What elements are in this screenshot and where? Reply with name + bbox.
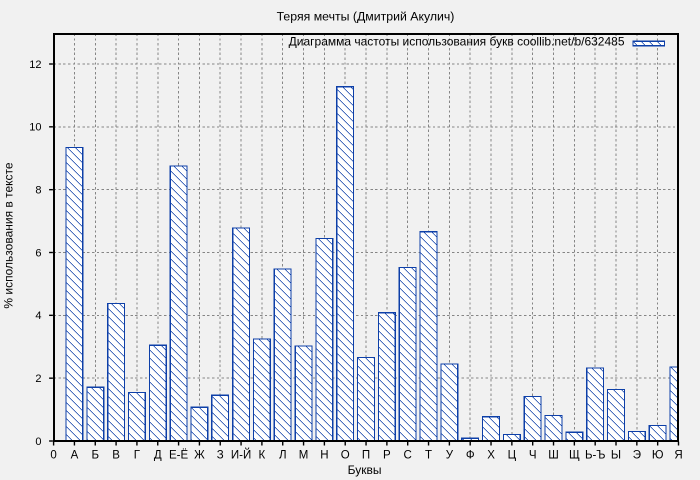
- svg-text:0: 0: [50, 449, 56, 461]
- svg-text:Ю: Ю: [652, 449, 664, 461]
- svg-text:У: У: [446, 449, 454, 461]
- svg-text:А: А: [71, 449, 79, 461]
- svg-text:Ж: Ж: [194, 449, 205, 461]
- svg-text:Ч: Ч: [529, 449, 537, 461]
- svg-text:И-Й: И-Й: [231, 448, 251, 461]
- svg-text:12: 12: [29, 59, 41, 71]
- svg-text:Ф: Ф: [466, 449, 475, 461]
- svg-text:Ш: Ш: [548, 449, 559, 461]
- svg-text:Л: Л: [279, 449, 287, 461]
- svg-text:Буквы: Буквы: [348, 463, 382, 477]
- svg-text:2: 2: [35, 373, 41, 385]
- svg-text:Щ: Щ: [569, 449, 580, 461]
- svg-text:С: С: [404, 449, 412, 461]
- svg-text:0: 0: [35, 436, 41, 448]
- svg-text:8: 8: [35, 185, 41, 197]
- svg-text:4: 4: [35, 310, 41, 322]
- svg-text:М: М: [299, 449, 309, 461]
- svg-text:К: К: [259, 449, 266, 461]
- svg-text:% использования в тексте: % использования в тексте: [2, 162, 16, 308]
- svg-text:Ц: Ц: [508, 449, 517, 461]
- svg-text:Е-Ё: Е-Ё: [169, 449, 189, 461]
- svg-text:Б: Б: [91, 449, 99, 461]
- svg-text:Э: Э: [633, 449, 641, 461]
- svg-text:Н: Н: [320, 449, 328, 461]
- svg-text:Д: Д: [154, 449, 162, 461]
- svg-text:Теряя мечты (Дмитрий Акулич): Теряя мечты (Дмитрий Акулич): [277, 10, 455, 24]
- svg-text:П: П: [362, 449, 370, 461]
- svg-text:10: 10: [29, 122, 41, 134]
- svg-text:Р: Р: [383, 449, 391, 461]
- svg-text:Я: Я: [674, 449, 682, 461]
- svg-text:О: О: [341, 449, 350, 461]
- svg-text:В: В: [112, 449, 120, 461]
- svg-text:Г: Г: [134, 449, 141, 461]
- svg-text:З: З: [217, 449, 224, 461]
- svg-text:Диаграмма частоты использовани: Диаграмма частоты использования букв coo…: [289, 34, 625, 48]
- svg-text:Ы: Ы: [611, 449, 621, 461]
- svg-text:Х: Х: [487, 449, 495, 461]
- svg-text:6: 6: [35, 247, 41, 259]
- svg-text:Т: Т: [425, 449, 432, 461]
- svg-text:Ь-Ъ: Ь-Ъ: [585, 449, 605, 461]
